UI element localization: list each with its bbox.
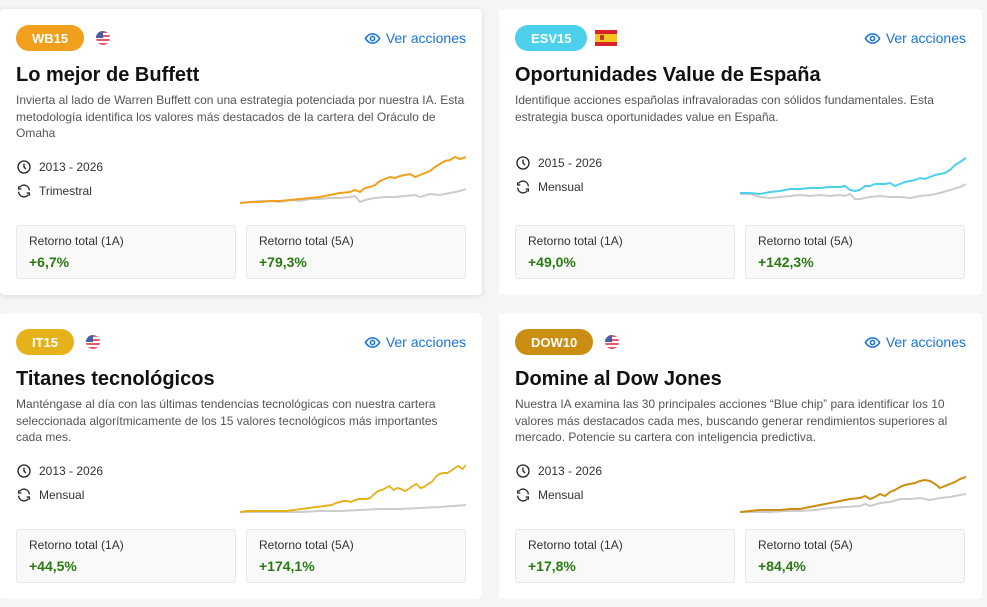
performance-sparkline xyxy=(240,155,466,204)
card-header: IT15 Ver acciones xyxy=(16,329,466,355)
refresh-icon xyxy=(517,180,529,194)
rebalance-text: Mensual xyxy=(538,488,584,502)
period-text: 2013 - 2026 xyxy=(538,464,603,478)
strategy-title: Domine al Dow Jones xyxy=(515,368,722,390)
view-stocks-link[interactable]: Ver acciones xyxy=(364,30,466,47)
return-1y-value: +44,5% xyxy=(29,558,77,574)
return-1y-value: +49,0% xyxy=(528,254,576,270)
refresh-icon xyxy=(18,184,30,198)
card-header: WB15 Ver acciones xyxy=(16,25,466,51)
card-header: DOW10 Ver acciones xyxy=(515,329,966,355)
period-row: 2015 - 2026 xyxy=(515,155,602,171)
return-1y-box: Retorno total (1A) +49,0% xyxy=(515,225,735,279)
spain-flag-icon xyxy=(595,30,618,46)
return-5y-box: Retorno total (5A) +79,3% xyxy=(246,225,466,279)
strategy-badge: IT15 xyxy=(16,329,75,355)
strategy-title: Lo mejor de Buffett xyxy=(16,64,200,86)
return-1y-value: +17,8% xyxy=(528,558,576,574)
return-5y-label: Retorno total (5A) xyxy=(259,538,354,552)
eye-icon xyxy=(364,336,381,348)
strategy-description: Nuestra IA examina las 30 principales ac… xyxy=(515,397,948,444)
return-5y-value: +84,4% xyxy=(758,558,806,574)
us-flag-icon xyxy=(605,335,620,349)
return-1y-label: Retorno total (1A) xyxy=(528,234,623,248)
strategy-description: Identifique acciones españolas infravalo… xyxy=(515,93,934,124)
performance-sparkline xyxy=(240,464,466,513)
rebalance-row: Mensual xyxy=(515,487,583,503)
strategy-description: Manténgase al día con las últimas tenden… xyxy=(16,397,438,444)
card-header: ESV15 Ver acciones xyxy=(515,25,966,51)
return-1y-label: Retorno total (1A) xyxy=(29,234,124,248)
view-stocks-label: Ver acciones xyxy=(885,30,966,46)
period-text: 2013 - 2026 xyxy=(39,160,104,174)
rebalance-text: Mensual xyxy=(39,488,85,502)
strategy-card-dow10[interactable]: DOW10 Ver acciones Domine al Dow Jones N… xyxy=(499,313,982,599)
period-row: 2013 - 2026 xyxy=(16,463,103,479)
eye-icon xyxy=(364,32,381,44)
view-stocks-label: Ver acciones xyxy=(385,30,466,46)
return-5y-label: Retorno total (5A) xyxy=(758,538,853,552)
us-flag-icon xyxy=(96,31,111,45)
view-stocks-link[interactable]: Ver acciones xyxy=(864,334,966,351)
return-5y-box: Retorno total (5A) +174,1% xyxy=(246,529,466,583)
refresh-icon xyxy=(18,488,30,502)
return-5y-value: +79,3% xyxy=(259,254,307,270)
strategy-card-esv15[interactable]: ESV15 Ver acciones Oportunidades Value d… xyxy=(499,9,982,295)
rebalance-text: Trimestral xyxy=(39,184,92,198)
period-row: 2013 - 2026 xyxy=(16,159,103,175)
strategy-badge: WB15 xyxy=(16,25,85,51)
period-text: 2015 - 2026 xyxy=(538,156,603,170)
rebalance-row: Trimestral xyxy=(16,183,92,199)
strategy-badge: ESV15 xyxy=(515,25,588,51)
return-1y-box: Retorno total (1A) +44,5% xyxy=(16,529,236,583)
strategy-card-wb15[interactable]: WB15 Ver acciones Lo mejor de Buffett In… xyxy=(0,9,482,295)
eye-icon xyxy=(864,336,881,348)
rebalance-row: Mensual xyxy=(16,487,84,503)
strategy-card-it15[interactable]: IT15 Ver acciones Titanes tecnológicos M… xyxy=(0,313,482,599)
return-1y-box: Retorno total (1A) +17,8% xyxy=(515,529,735,583)
return-5y-value: +142,3% xyxy=(758,254,814,270)
strategy-badge: DOW10 xyxy=(515,329,594,355)
clock-icon xyxy=(17,160,31,174)
view-stocks-link[interactable]: Ver acciones xyxy=(364,334,466,351)
return-5y-box: Retorno total (5A) +142,3% xyxy=(745,225,965,279)
period-text: 2013 - 2026 xyxy=(39,464,104,478)
return-5y-box: Retorno total (5A) +84,4% xyxy=(745,529,965,583)
return-5y-value: +174,1% xyxy=(259,558,315,574)
clock-icon xyxy=(516,464,530,478)
strategy-description: Invierta al lado de Warren Buffett con u… xyxy=(16,93,465,140)
return-1y-value: +6,7% xyxy=(29,254,70,270)
us-flag-icon xyxy=(86,335,101,349)
return-5y-label: Retorno total (5A) xyxy=(758,234,853,248)
return-1y-box: Retorno total (1A) +6,7% xyxy=(16,225,236,279)
strategy-title: Titanes tecnológicos xyxy=(16,368,215,390)
period-row: 2013 - 2026 xyxy=(515,463,602,479)
strategy-title: Oportunidades Value de España xyxy=(515,64,821,86)
view-stocks-label: Ver acciones xyxy=(385,334,466,350)
return-1y-label: Retorno total (1A) xyxy=(528,538,623,552)
view-stocks-label: Ver acciones xyxy=(885,334,966,350)
eye-icon xyxy=(864,32,881,44)
refresh-icon xyxy=(517,488,529,502)
rebalance-text: Mensual xyxy=(538,180,584,194)
performance-sparkline xyxy=(740,157,966,200)
performance-sparkline xyxy=(740,476,966,513)
clock-icon xyxy=(516,156,530,170)
rebalance-row: Mensual xyxy=(515,179,583,195)
view-stocks-link[interactable]: Ver acciones xyxy=(864,30,966,47)
return-1y-label: Retorno total (1A) xyxy=(29,538,124,552)
return-5y-label: Retorno total (5A) xyxy=(259,234,354,248)
clock-icon xyxy=(17,464,31,478)
